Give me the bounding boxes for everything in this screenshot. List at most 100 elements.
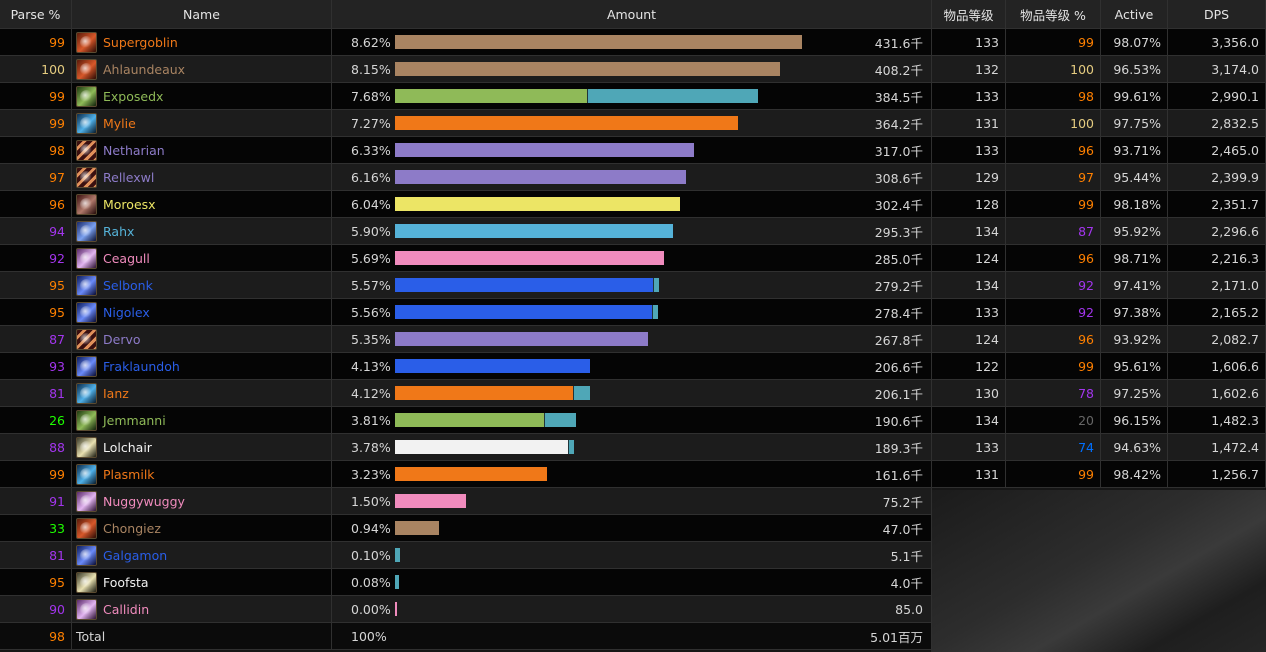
active-percent: 96.15%	[1101, 407, 1168, 434]
player-name-cell[interactable]: Rahx	[72, 218, 332, 245]
amount-percent: 0.08%	[351, 574, 391, 590]
pet-damage-bar-segment	[572, 386, 591, 400]
player-name-cell[interactable]: Nigolex	[72, 299, 332, 326]
warrior-icon	[76, 58, 97, 80]
player-name-cell[interactable]: Galgamon	[72, 542, 332, 569]
amount-value: 75.2千	[882, 494, 923, 510]
player-name-cell[interactable]: Netharian	[72, 137, 332, 164]
header-parse[interactable]: Parse %	[0, 0, 72, 29]
player-name[interactable]: Selbonk	[103, 277, 153, 293]
table-row[interactable]: 95 Foofsta 0.08% 4.0千	[0, 569, 1266, 596]
item-level-percent: 99	[1006, 353, 1101, 380]
player-name[interactable]: Ahlaundeaux	[103, 61, 186, 77]
table-row[interactable]: 93 Fraklaundoh 4.13% 206.6千 122 99 95.61% 1,606…	[0, 353, 1266, 380]
header-item-level[interactable]: 物品等级	[932, 0, 1006, 29]
table-row[interactable]: 99 Plasmilk 3.23% 161.6千 131 99 98.42% 1,256.7	[0, 461, 1266, 488]
active-percent: 98.18%	[1101, 191, 1168, 218]
player-name-cell[interactable]: Exposedx	[72, 83, 332, 110]
player-name-cell[interactable]: Plasmilk	[72, 461, 332, 488]
player-name[interactable]: Nigolex	[103, 304, 150, 320]
player-name[interactable]: Rahx	[103, 223, 135, 239]
amount-cell: 8.15% 408.2千	[332, 56, 932, 83]
table-row[interactable]: 94 Rahx 5.90% 295.3千 134 87 95.92% 2,296.6	[0, 218, 1266, 245]
table-row[interactable]: 91 Nuggywuggy 1.50% 75.2千	[0, 488, 1266, 515]
player-name-cell[interactable]: Ahlaundeaux	[72, 56, 332, 83]
player-name-cell[interactable]: Jemmanni	[72, 407, 332, 434]
damage-bar-segment	[395, 494, 466, 508]
player-name[interactable]: Ceagull	[103, 250, 150, 266]
item-level-percent: 99	[1006, 191, 1101, 218]
dps-value: 2,165.2	[1168, 299, 1266, 326]
player-name[interactable]: Netharian	[103, 142, 165, 158]
amount-percent: 6.04%	[351, 196, 391, 212]
table-row[interactable]: 26 Jemmanni 3.81% 190.6千 134 20 96.15% 1,482.3	[0, 407, 1266, 434]
total-name: Total	[76, 628, 106, 644]
player-name[interactable]: Ianz	[103, 385, 129, 401]
parse-percent: 95	[0, 272, 72, 299]
table-row[interactable]: 81 Galgamon 0.10% 5.1千	[0, 542, 1266, 569]
table-row[interactable]: 87 Dervo 5.35% 267.8千 124 96 93.92% 2,082.7	[0, 326, 1266, 353]
table-row[interactable]: 100 Ahlaundeaux 8.15% 408.2千 132 100 96.53% 3,1…	[0, 56, 1266, 83]
player-name-cell[interactable]: Ianz	[72, 380, 332, 407]
player-name-cell[interactable]: Nuggywuggy	[72, 488, 332, 515]
header-amount[interactable]: Amount	[332, 0, 932, 29]
dps-value: 1,602.6	[1168, 380, 1266, 407]
damage-bar-segment	[395, 575, 399, 589]
table-row[interactable]: 97 Rellexwl 6.16% 308.6千 129 97 95.44% 2,399.9	[0, 164, 1266, 191]
table-row[interactable]: 99 Supergoblin 8.62% 431.6千 133 99 98.07% 3,356…	[0, 29, 1266, 56]
damage-bar-track	[395, 332, 867, 346]
table-row[interactable]: 99 Exposedx 7.68% 384.5千 133 98 99.61% 2,990.1	[0, 83, 1266, 110]
table-row[interactable]: 90 Callidin 0.00% 85.0	[0, 596, 1266, 623]
player-name-cell[interactable]: Mylie	[72, 110, 332, 137]
player-name[interactable]: Moroesx	[103, 196, 156, 212]
table-row[interactable]: 33 Chongiez 0.94% 47.0千	[0, 515, 1266, 542]
parse-percent: 95	[0, 569, 72, 596]
player-name[interactable]: Dervo	[103, 331, 141, 347]
player-name-cell[interactable]: Dervo	[72, 326, 332, 353]
item-level: 128	[932, 191, 1006, 218]
table-row[interactable]: 96 Moroesx 6.04% 302.4千 128 99 98.18% 2,351.7	[0, 191, 1266, 218]
table-row[interactable]: 88 Lolchair 3.78% 189.3千 133 74 94.63% 1,472.4	[0, 434, 1266, 461]
player-name-cell[interactable]: Moroesx	[72, 191, 332, 218]
player-name-cell[interactable]: Ceagull	[72, 245, 332, 272]
player-name[interactable]: Exposedx	[103, 88, 164, 104]
player-name[interactable]: Foofsta	[103, 574, 149, 590]
player-name[interactable]: Fraklaundoh	[103, 358, 180, 374]
damage-bar-track	[395, 305, 867, 319]
header-active[interactable]: Active	[1101, 0, 1168, 29]
player-name-cell[interactable]: Foofsta	[72, 569, 332, 596]
player-name-cell[interactable]: Lolchair	[72, 434, 332, 461]
player-name[interactable]: Lolchair	[103, 439, 152, 455]
player-name[interactable]: Nuggywuggy	[103, 493, 185, 509]
header-name[interactable]: Name	[72, 0, 332, 29]
player-name-cell[interactable]: Fraklaundoh	[72, 353, 332, 380]
player-name[interactable]: Supergoblin	[103, 34, 178, 50]
druid-icon	[76, 112, 97, 134]
player-name-cell[interactable]: Supergoblin	[72, 29, 332, 56]
table-row[interactable]: 81 Ianz 4.12% 206.1千 130 78 97.25% 1,602.6	[0, 380, 1266, 407]
table-row[interactable]: 95 Selbonk 5.57% 279.2千 134 92 97.41% 2,171.0	[0, 272, 1266, 299]
table-row[interactable]: 92 Ceagull 5.69% 285.0千 124 96 98.71% 2,216.3	[0, 245, 1266, 272]
pet-damage-bar-segment	[652, 305, 659, 319]
player-name[interactable]: Galgamon	[103, 547, 168, 563]
player-name-cell[interactable]: Callidin	[72, 596, 332, 623]
player-name[interactable]: Plasmilk	[103, 466, 155, 482]
table-row[interactable]: 95 Nigolex 5.56% 278.4千 133 92 97.38% 2,165.2	[0, 299, 1266, 326]
damage-bar	[395, 413, 576, 427]
player-name-cell[interactable]: Rellexwl	[72, 164, 332, 191]
player-name[interactable]: Rellexwl	[103, 169, 155, 185]
player-name[interactable]: Jemmanni	[103, 412, 166, 428]
damage-bar-segment	[395, 89, 588, 103]
player-name-cell[interactable]: Chongiez	[72, 515, 332, 542]
header-dps[interactable]: DPS	[1168, 0, 1266, 29]
damage-bar	[395, 62, 780, 76]
header-item-level-percent[interactable]: 物品等级 %	[1006, 0, 1101, 29]
player-name[interactable]: Chongiez	[103, 520, 161, 536]
amount-value: 279.2千	[874, 278, 923, 294]
table-row[interactable]: 99 Mylie 7.27% 364.2千 131 100 97.75% 2,832.5	[0, 110, 1266, 137]
player-name-cell[interactable]: Selbonk	[72, 272, 332, 299]
player-name[interactable]: Mylie	[103, 115, 136, 131]
item-level: 133	[932, 29, 1006, 56]
table-row[interactable]: 98 Netharian 6.33% 317.0千 133 96 93.71% 2,465.0	[0, 137, 1266, 164]
player-name[interactable]: Callidin	[103, 601, 150, 617]
